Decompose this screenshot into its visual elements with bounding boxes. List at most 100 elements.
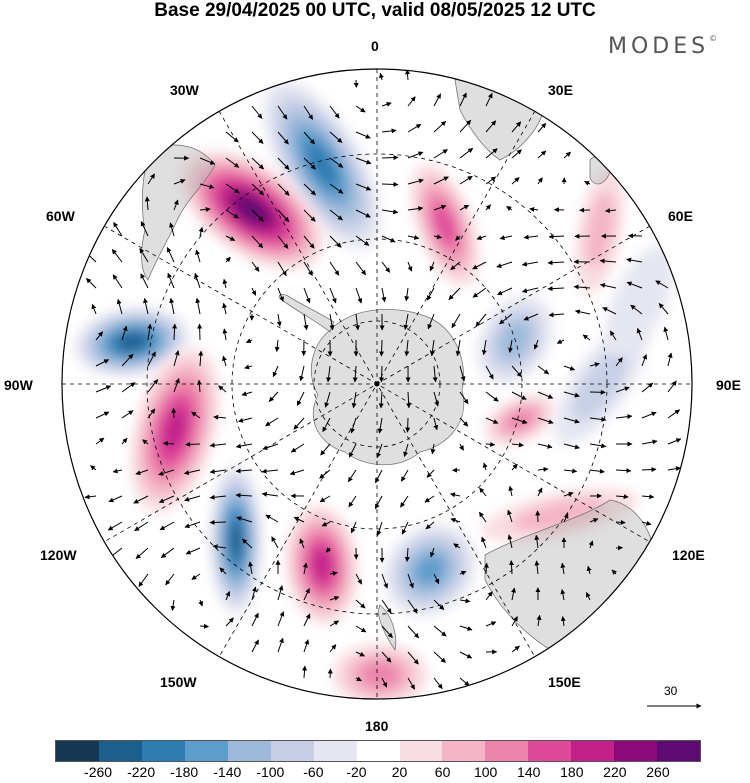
positive-anomaly-cell [332, 643, 428, 699]
wind-vector [303, 131, 315, 145]
wind-vector [479, 487, 487, 497]
colorbar-tick-label: -60 [303, 764, 324, 780]
wind-vector [303, 613, 311, 627]
wind-vector [329, 261, 340, 276]
wind-vector [407, 599, 418, 614]
wind-vector [407, 651, 419, 665]
wind-vector [236, 516, 253, 523]
wind-vector [170, 599, 176, 611]
wind-vector [303, 587, 310, 601]
wind-vector [347, 469, 357, 483]
wind-vector [355, 651, 365, 657]
wind-vector [508, 485, 514, 497]
wind-vector [355, 287, 363, 304]
wind-vector [329, 157, 344, 168]
wind-vector [381, 128, 397, 134]
wind-vector [533, 339, 539, 350]
wind-vector [277, 131, 289, 145]
lon-label-30w: 30W [170, 82, 199, 98]
wind-vector [322, 417, 331, 433]
wind-vector [521, 287, 539, 294]
wind-vector [453, 543, 461, 549]
wind-vector [374, 469, 383, 484]
wind-vector [586, 565, 592, 575]
wind-vector [185, 547, 201, 555]
wind-vector [537, 391, 554, 399]
wind-vector [303, 209, 316, 222]
wind-vector [198, 226, 204, 237]
wind-vector [497, 287, 513, 296]
wind-vector [222, 278, 228, 289]
wind-vector [354, 313, 360, 331]
wind-vector [241, 391, 253, 397]
wind-vector [251, 183, 265, 196]
wind-vector [548, 312, 565, 318]
lon-label-120w: 120W [40, 547, 77, 563]
wind-vector [459, 365, 466, 382]
wind-vector [563, 417, 580, 424]
wind-vector [351, 391, 357, 409]
wind-vector [403, 313, 409, 330]
wind-vector [199, 623, 209, 629]
wind-vector [511, 417, 528, 424]
wind-vector [277, 261, 287, 277]
wind-vector [319, 469, 331, 479]
wind-vector [158, 469, 175, 476]
wind-vector [511, 177, 520, 185]
wind-vector [450, 492, 461, 498]
wind-vector [251, 157, 264, 170]
wind-vector [626, 257, 643, 263]
wind-vector [472, 261, 487, 270]
wind-vector [222, 355, 227, 367]
wind-vector [626, 281, 643, 289]
wind-vector [213, 414, 227, 420]
wind-vector [326, 365, 332, 383]
wind-vector [381, 181, 399, 187]
wind-vector [379, 72, 384, 81]
wind-vector [219, 567, 227, 575]
colorbar-swatch-12 [571, 741, 615, 761]
wind-vector [450, 517, 461, 523]
wind-vector [173, 179, 186, 185]
lon-label-90e: 90E [716, 377, 741, 393]
wind-vector [225, 131, 239, 143]
colorbar-swatch-2 [141, 741, 185, 761]
wind-vector [459, 92, 467, 107]
wind-vector [209, 469, 227, 475]
wind-vector [433, 599, 445, 611]
wind-vector [407, 625, 420, 639]
wind-vector [407, 234, 420, 240]
wind-vector [406, 391, 412, 409]
wind-vector [121, 325, 128, 341]
wind-vector [605, 208, 617, 214]
wind-vector [303, 235, 315, 249]
wind-vector [289, 469, 305, 476]
lon-label-60e: 60E [668, 208, 693, 224]
colorbar-tick-label: -20 [346, 764, 367, 780]
wind-vector [485, 417, 499, 424]
colorbar-tick-label: -180 [170, 764, 199, 780]
wind-vector [184, 495, 201, 502]
wind-vector [133, 495, 149, 504]
lon-label-120e: 120E [672, 547, 705, 563]
wind-vector [602, 307, 617, 315]
wind-vector [272, 365, 279, 378]
wind-vector [296, 391, 305, 406]
wind-vector [324, 391, 331, 408]
wind-vector [472, 287, 487, 298]
wind-vector [548, 234, 565, 240]
colorbar-tick-label: 140 [517, 764, 541, 780]
wind-vector [499, 235, 513, 241]
wind-vector [107, 521, 123, 531]
wind-vector [147, 408, 156, 419]
wind-vector [563, 491, 574, 497]
wind-vector [589, 468, 605, 474]
lon-label-0: 0 [371, 38, 379, 54]
wind-vector [159, 521, 175, 531]
wind-vector [582, 334, 591, 341]
wind-vector [459, 417, 469, 427]
wind-vector [329, 131, 343, 143]
wind-vector [277, 183, 290, 196]
wind-vector [121, 410, 134, 419]
wind-vector [329, 570, 338, 576]
